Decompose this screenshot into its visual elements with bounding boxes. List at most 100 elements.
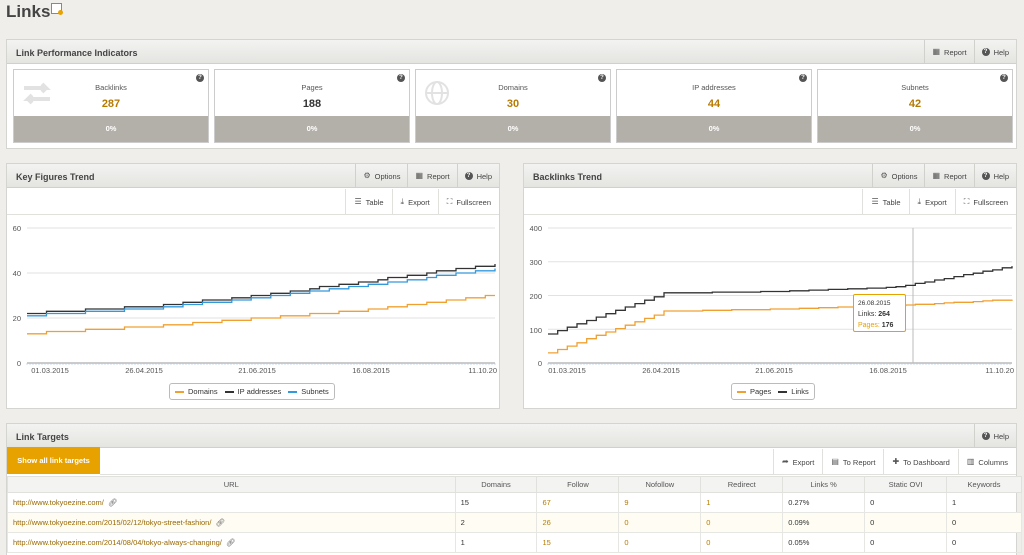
nofollow-cell: 0	[618, 512, 702, 533]
url-cell[interactable]: http://www.tokyoezine.com/🔗︎	[7, 492, 456, 513]
key-trend-help-button[interactable]: ? Help	[456, 164, 499, 188]
help-icon: ?	[981, 48, 990, 56]
options-label: Options	[374, 171, 401, 181]
fullscreen-icon: ⛶	[963, 197, 970, 206]
kpi-card-domains[interactable]: ? Domains 30 0%	[415, 69, 611, 143]
series-line-ip-addresses[interactable]	[27, 264, 496, 315]
kpi-label: Domains	[498, 83, 528, 92]
backlinks-help-button[interactable]: ? Help	[973, 164, 1016, 188]
url-cell[interactable]: http://www.tokyoezine.com/2015/02/12/tok…	[7, 512, 456, 533]
url-cell[interactable]: http://www.tokyoezine.com/2014/08/04/tok…	[7, 532, 456, 553]
link-icon[interactable]: 🔗︎	[225, 538, 236, 547]
help-icon[interactable]: ?	[397, 74, 405, 82]
link-icon[interactable]: 🔗︎	[215, 518, 225, 527]
column-header-redirect[interactable]: Redirect	[700, 476, 784, 493]
chart-tooltip: 26.08.2015 Links: 264 Pages: 176	[853, 294, 906, 332]
help-icon[interactable]: ?	[1000, 74, 1008, 82]
backlinks-options-button[interactable]: ⚙ Options	[872, 164, 924, 188]
list-icon: ☰	[871, 197, 879, 206]
kpi-card-ip-addresses[interactable]: ? IP addresses 44 0%	[616, 69, 812, 143]
help-icon[interactable]: ?	[196, 74, 204, 82]
backlinks-trend-title: Backlinks Trend	[533, 172, 603, 182]
x-tick-label: 01.03.2015	[31, 366, 69, 374]
key-trend-options-button[interactable]: ⚙ Options	[355, 164, 407, 188]
url-link[interactable]: http://www.tokyoezine.com/2014/08/04/tok…	[13, 538, 222, 547]
key-trend-header: Key Figures Trend ⚙ Options ▦ Report ? Help	[7, 164, 499, 188]
kpi-label: Backlinks	[95, 83, 127, 92]
tooltip-date: 26.08.2015	[858, 300, 891, 307]
kpi-value: 287	[101, 98, 121, 110]
backlinks-toolbar: ☰ Table ⤓ Export ⛶ Fullscreen	[524, 189, 1016, 215]
to-report-label: To Report	[842, 457, 876, 467]
bookmark-icon[interactable]	[51, 3, 63, 15]
legend-item-pages[interactable]: Pages	[737, 387, 771, 396]
help-label: Help	[993, 431, 1009, 441]
backlinks-table-button[interactable]: ☰ Table	[862, 189, 908, 215]
url-link[interactable]: http://www.tokyoezine.com/	[13, 498, 104, 507]
targets-to-report-button[interactable]: ▤ To Report	[822, 449, 883, 475]
export-label: Export	[792, 457, 815, 467]
targets-columns-button[interactable]: ▥ Columns	[957, 449, 1016, 475]
column-header-static-ovi[interactable]: Static OVI	[864, 476, 947, 493]
domains-cell: 15	[454, 492, 538, 513]
targets-help-button[interactable]: ? Help	[973, 424, 1016, 448]
redirect-cell: 1	[700, 492, 784, 513]
report-icon: ▦	[415, 171, 424, 180]
y-tick-label: 200	[529, 292, 542, 301]
lpi-report-button[interactable]: ▦ Report	[924, 40, 973, 64]
kpi-card-pages[interactable]: ? Pages 188 0%	[214, 69, 410, 143]
kpi-card-subnets[interactable]: ? Subnets 42 0%	[817, 69, 1013, 143]
key-trend-fullscreen-button[interactable]: ⛶ Fullscreen	[437, 189, 499, 215]
column-header-domains[interactable]: Domains	[454, 476, 538, 493]
tooltip-pages-value: 176	[881, 322, 894, 329]
kpi-value: 42	[908, 98, 922, 110]
targets-export-button[interactable]: ➦ Export	[772, 449, 822, 475]
legend-item-subnets[interactable]: Subnets	[288, 387, 329, 396]
y-tick-label: 20	[13, 314, 21, 323]
x-tick-label: 21.06.2015	[238, 366, 276, 374]
series-line-links[interactable]	[548, 266, 1013, 335]
globe-icon	[425, 81, 449, 105]
export-label: Export	[925, 197, 947, 207]
kpi-label: IP addresses	[692, 83, 736, 92]
y-tick-label: 0	[17, 359, 21, 368]
help-icon: ?	[464, 172, 473, 180]
kpi-card-backlinks[interactable]: ? Backlinks 287 0%	[13, 69, 209, 143]
series-line-pages[interactable]	[548, 299, 1013, 354]
series-line-domains[interactable]	[27, 294, 495, 335]
nofollow-cell: 9	[618, 492, 702, 513]
x-tick-label: 11.10.20	[985, 366, 1014, 374]
column-header-links-pct[interactable]: Links %	[782, 476, 866, 493]
key-trend-table-button[interactable]: ☰ Table	[345, 189, 391, 215]
report-icon: ▦	[932, 47, 941, 56]
column-header-keywords[interactable]: Keywords	[946, 476, 1022, 493]
backlinks-fullscreen-button[interactable]: ⛶ Fullscreen	[954, 189, 1016, 215]
column-header-follow[interactable]: Follow	[536, 476, 620, 493]
legend-item-links[interactable]: Links	[778, 387, 809, 396]
legend-item-domains[interactable]: Domains	[175, 387, 218, 396]
legend-item-ip-addresses[interactable]: IP addresses	[224, 387, 281, 396]
help-icon[interactable]: ?	[598, 74, 606, 82]
column-header-nofollow[interactable]: Nofollow	[618, 476, 702, 493]
key-trend-export-button[interactable]: ⤓ Export	[391, 189, 438, 215]
page-title: Links	[6, 2, 51, 21]
url-link[interactable]: http://www.tokyoezine.com/2015/02/12/tok…	[13, 518, 212, 527]
column-header-url[interactable]: URL	[7, 476, 456, 493]
backlinks-export-button[interactable]: ⤓ Export	[908, 189, 955, 215]
kpi-change: 0%	[818, 116, 1012, 142]
key-trend-report-button[interactable]: ▦ Report	[407, 164, 456, 188]
lpi-title: Link Performance Indicators	[16, 48, 138, 58]
key-trend-panel: Key Figures Trend ⚙ Options ▦ Report ? Help…	[6, 163, 500, 409]
help-icon[interactable]: ?	[799, 74, 807, 82]
kpi-value: 188	[302, 98, 322, 110]
lpi-help-button[interactable]: ? Help	[973, 40, 1016, 64]
link-targets-table: URL Domains Follow Nofollow Redirect Lin…	[7, 476, 1022, 553]
show-all-link-targets-button[interactable]: Show all link targets	[7, 447, 100, 474]
targets-to-dashboard-button[interactable]: ✚ To Dashboard	[883, 449, 957, 475]
options-label: Options	[891, 171, 918, 181]
link-icon[interactable]: 🔗︎	[107, 498, 118, 507]
series-line-subnets[interactable]	[27, 268, 496, 317]
key-figures-chart: 60 40 20 0 01.03.2015 26.04.2015 21.06.2…	[13, 224, 497, 374]
backlinks-report-button[interactable]: ▦ Report	[924, 164, 973, 188]
kpi-change: 0%	[14, 116, 208, 142]
